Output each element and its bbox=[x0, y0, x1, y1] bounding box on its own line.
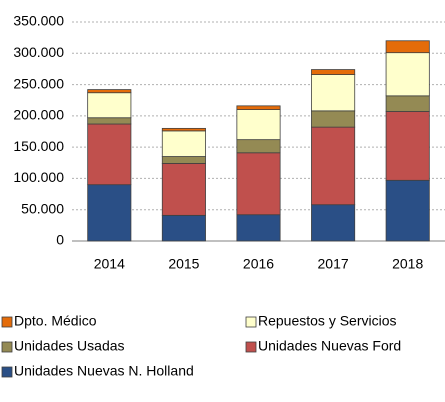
y-tick-label: 50.000 bbox=[21, 200, 64, 216]
bar-segment bbox=[236, 109, 281, 141]
legend-swatch bbox=[1, 341, 13, 353]
x-tick-label: 2018 bbox=[392, 256, 423, 272]
bar-segment bbox=[87, 184, 132, 242]
bar-segment bbox=[385, 95, 430, 112]
y-tick-label: 350.000 bbox=[13, 13, 64, 29]
legend-label: Dpto. Médico bbox=[14, 313, 97, 329]
legend-label: Unidades Nuevas Ford bbox=[258, 338, 401, 354]
bar-segment bbox=[311, 204, 356, 242]
y-tick-label: 100.000 bbox=[13, 169, 64, 185]
bar-segment bbox=[236, 214, 281, 242]
bar-segment bbox=[161, 156, 206, 164]
bar-segment bbox=[385, 111, 430, 181]
y-tick-label: 300.000 bbox=[13, 44, 64, 60]
bar-segment bbox=[161, 127, 206, 132]
legend-label: Unidades Usadas bbox=[14, 338, 125, 354]
bar-segment bbox=[87, 92, 132, 119]
bar-segment bbox=[385, 52, 430, 97]
y-tick-label: 150.000 bbox=[13, 138, 64, 154]
legend-swatch bbox=[245, 341, 257, 353]
bar-segment bbox=[385, 179, 430, 242]
x-tick-label: 2017 bbox=[318, 256, 349, 272]
y-tick-label: 0 bbox=[56, 232, 64, 248]
bar-segment bbox=[311, 69, 356, 75]
y-tick-label: 250.000 bbox=[13, 75, 64, 91]
x-tick-label: 2016 bbox=[243, 256, 274, 272]
x-tick-label: 2014 bbox=[94, 256, 125, 272]
bar-segment bbox=[161, 214, 206, 242]
bar-segment bbox=[236, 105, 281, 110]
bar-segment bbox=[311, 126, 356, 206]
legend-swatch bbox=[245, 316, 257, 328]
bar-segment bbox=[236, 152, 281, 216]
y-tick-label: 200.000 bbox=[13, 107, 64, 123]
bar-segment bbox=[87, 89, 132, 94]
bar-segment bbox=[236, 139, 281, 154]
bar-segment bbox=[161, 163, 206, 216]
bar-segment bbox=[161, 130, 206, 157]
bar-segment bbox=[385, 40, 430, 54]
legend-label: Repuestos y Servicios bbox=[258, 313, 397, 329]
x-tick-label: 2015 bbox=[168, 256, 199, 272]
legend-swatch bbox=[1, 366, 13, 378]
bar-segment bbox=[87, 123, 132, 186]
bar-segment bbox=[311, 74, 356, 112]
legend-swatch bbox=[1, 316, 13, 328]
bar-segment bbox=[311, 110, 356, 128]
bar-segment bbox=[87, 117, 132, 125]
legend-label: Unidades Nuevas N. Holland bbox=[14, 363, 194, 379]
